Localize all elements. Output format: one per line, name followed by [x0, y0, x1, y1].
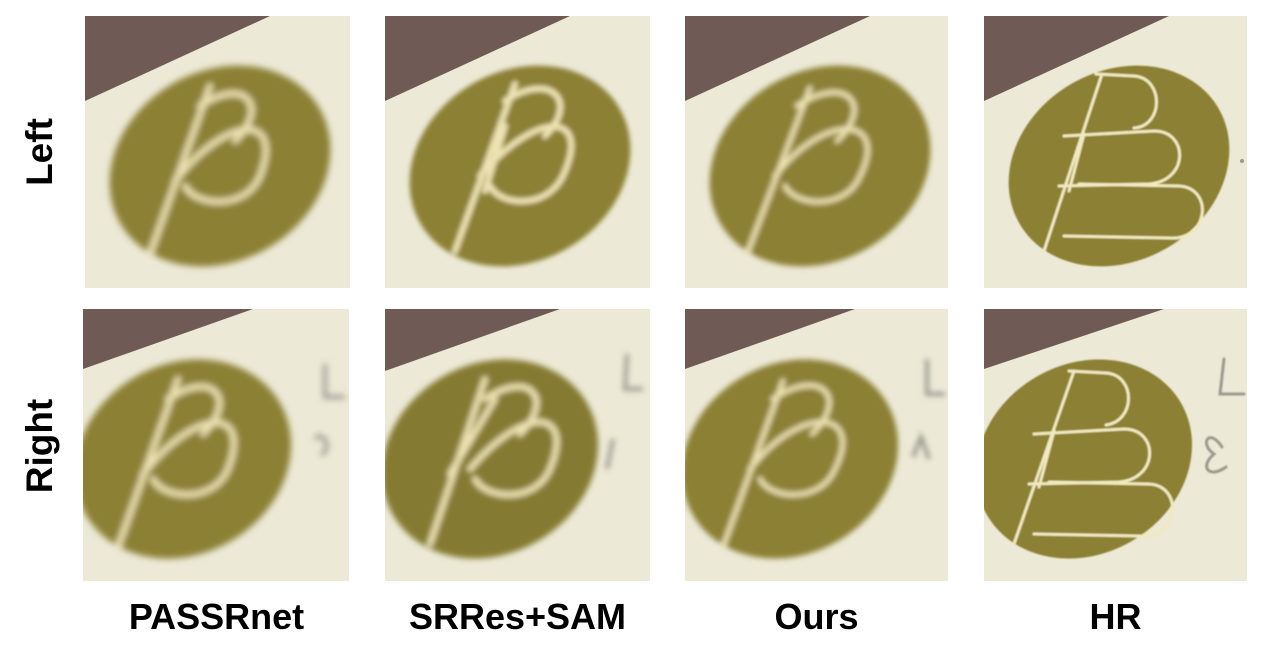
- column-label-passrnet: PASSRnet: [128, 596, 305, 637]
- panel-left-hr: [984, 16, 1247, 288]
- panel-right-hr: [984, 309, 1247, 581]
- panel-left-srres-sam: [385, 16, 650, 288]
- panel-left-ours: [685, 16, 948, 288]
- panel-right-ours: [685, 309, 948, 581]
- panel-right-srres-sam: [385, 309, 650, 581]
- panel-right-passrnet: [83, 309, 349, 581]
- column-label-hr: HR: [1089, 596, 1142, 637]
- column-label-srres-sam: SRRes+SAM: [408, 596, 627, 637]
- row-label-right-text: Right: [19, 398, 60, 494]
- panel-left-passrnet: [85, 16, 350, 288]
- column-label-ours: Ours: [774, 596, 859, 637]
- row-label-left-text: Left: [19, 118, 60, 186]
